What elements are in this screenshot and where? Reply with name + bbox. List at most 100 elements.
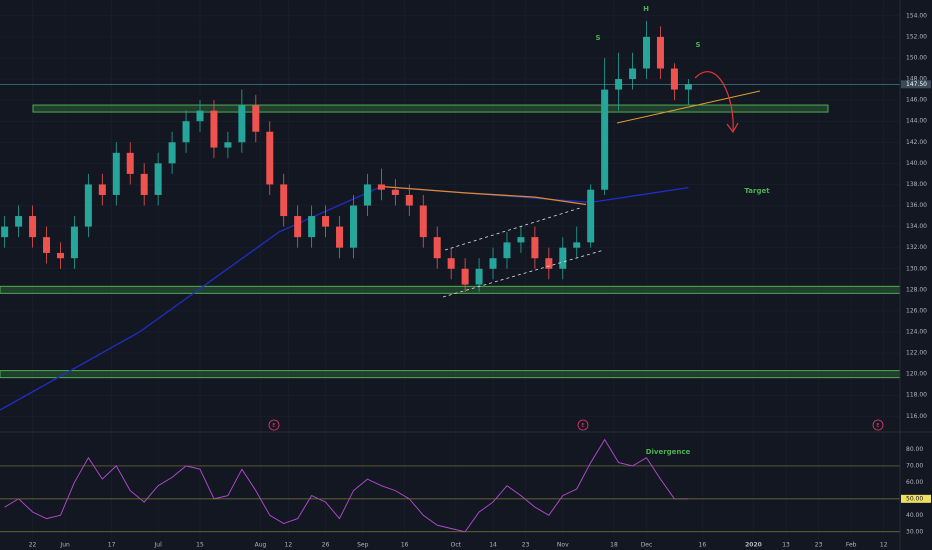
- y-tick-label: 152.00: [906, 33, 927, 40]
- candle-body: [84, 184, 92, 227]
- earnings-markers: E E E: [268, 419, 884, 431]
- candle-body: [433, 237, 441, 259]
- x-tick-label: 16: [401, 542, 409, 549]
- candle-body: [587, 189, 595, 243]
- earnings-label: E: [581, 423, 584, 429]
- x-tick-label: Aug: [255, 542, 267, 549]
- annotation-divergence: Divergence: [646, 448, 691, 456]
- x-tick-label: 23: [522, 542, 530, 549]
- annotation-s: S: [595, 34, 600, 42]
- candle-body: [531, 237, 539, 259]
- earnings-marker: [268, 419, 280, 431]
- candle-body: [573, 242, 581, 248]
- x-tick-label: Jul: [154, 542, 163, 549]
- candle-body: [643, 36, 651, 69]
- grid: [0, 0, 900, 540]
- rsi-tick-label: 40.00: [906, 512, 923, 519]
- x-tick-label: 14: [489, 542, 497, 549]
- moving-average: [381, 185, 587, 206]
- candle-body: [629, 68, 637, 80]
- candle-body: [517, 237, 525, 243]
- x-tick-label: 15: [196, 542, 204, 549]
- candle-body: [126, 152, 134, 174]
- candle-body: [154, 163, 162, 195]
- candle-body: [196, 110, 204, 122]
- candle-body: [545, 258, 553, 269]
- y-tick-label: 122.00: [906, 350, 927, 357]
- candle-body: [336, 226, 344, 248]
- x-tick-label: Dec: [641, 542, 653, 549]
- candle-body: [461, 268, 469, 285]
- candle-body: [601, 89, 609, 190]
- y-tick-label: 126.00: [906, 307, 927, 314]
- red-arrow: [694, 71, 734, 131]
- candle-body: [168, 142, 176, 164]
- candle-body: [489, 258, 497, 269]
- y-tick-label: 146.00: [906, 97, 927, 104]
- candle-body: [391, 189, 399, 195]
- rsi-tick-label: 70.00: [906, 462, 923, 469]
- x-tick-label: Sep: [357, 542, 369, 549]
- last-price-box: [901, 80, 931, 89]
- y-tick-label: 130.00: [906, 265, 927, 272]
- y-tick-label: 142.00: [906, 139, 927, 146]
- neckline: [616, 90, 761, 124]
- candle-body: [308, 216, 316, 238]
- candle-body: [363, 184, 371, 206]
- x-tick-label: 18: [610, 542, 618, 549]
- candle-body: [419, 205, 427, 238]
- candle-body: [98, 184, 106, 195]
- annotation-h: H: [643, 5, 649, 13]
- candle-body: [503, 242, 511, 259]
- y-tick-label: 150.00: [906, 54, 927, 61]
- y-tick-label: 148.00: [906, 76, 927, 83]
- rsi-line: [4, 438, 689, 533]
- y-tick-label: 140.00: [906, 160, 927, 167]
- candle-body: [475, 268, 483, 285]
- candle-body: [684, 84, 692, 90]
- candle-body: [252, 105, 260, 132]
- x-tick-label: 22: [29, 542, 37, 549]
- candle-body: [656, 36, 664, 69]
- labels: 116.00 118.00 120.00 122.00 124.00 126.00 128.…: [29, 12, 931, 549]
- candle-body: [182, 121, 190, 143]
- candle-body: [377, 184, 385, 190]
- x-tick-label: Nov: [557, 542, 569, 549]
- level-zone: [0, 285, 901, 294]
- rsi-last-label: 50.00: [906, 495, 923, 502]
- candle-body: [140, 173, 148, 195]
- earnings-marker: [872, 419, 884, 431]
- y-tick-label: 144.00: [906, 118, 927, 125]
- x-tick-label: Jun: [59, 542, 70, 549]
- x-tick-label: 16: [699, 542, 707, 549]
- candle-body: [280, 184, 288, 217]
- y-tick-label: 138.00: [906, 181, 927, 188]
- y-tick-label: 120.00: [906, 371, 927, 378]
- candle-body: [29, 216, 37, 238]
- earnings-label: E: [272, 423, 275, 429]
- x-tick-label: 2020: [745, 542, 762, 549]
- last-price-label: 147.50: [906, 81, 927, 88]
- x-tick-label: 26: [322, 542, 330, 549]
- candle-body: [70, 226, 78, 259]
- candle-body: [670, 68, 678, 90]
- y-tick-label: 124.00: [906, 328, 927, 335]
- candle-body: [112, 152, 120, 195]
- y-tick-label: 134.00: [906, 223, 927, 230]
- earnings-marker: [577, 419, 589, 431]
- y-tick-label: 118.00: [906, 392, 927, 399]
- level-zone: [32, 104, 829, 113]
- annotation-target: Target: [744, 187, 770, 195]
- candle-body: [615, 79, 623, 90]
- candle-body: [238, 105, 246, 143]
- level-zone: [0, 370, 901, 379]
- red-arrow-head: [726, 122, 739, 134]
- rsi-tick-label: 80.00: [906, 446, 923, 453]
- candle-body: [56, 252, 64, 259]
- y-tick-label: 128.00: [906, 286, 927, 293]
- candle-body: [210, 110, 218, 148]
- earnings-label: E: [876, 423, 879, 429]
- rsi-tick-label: 60.00: [906, 479, 923, 486]
